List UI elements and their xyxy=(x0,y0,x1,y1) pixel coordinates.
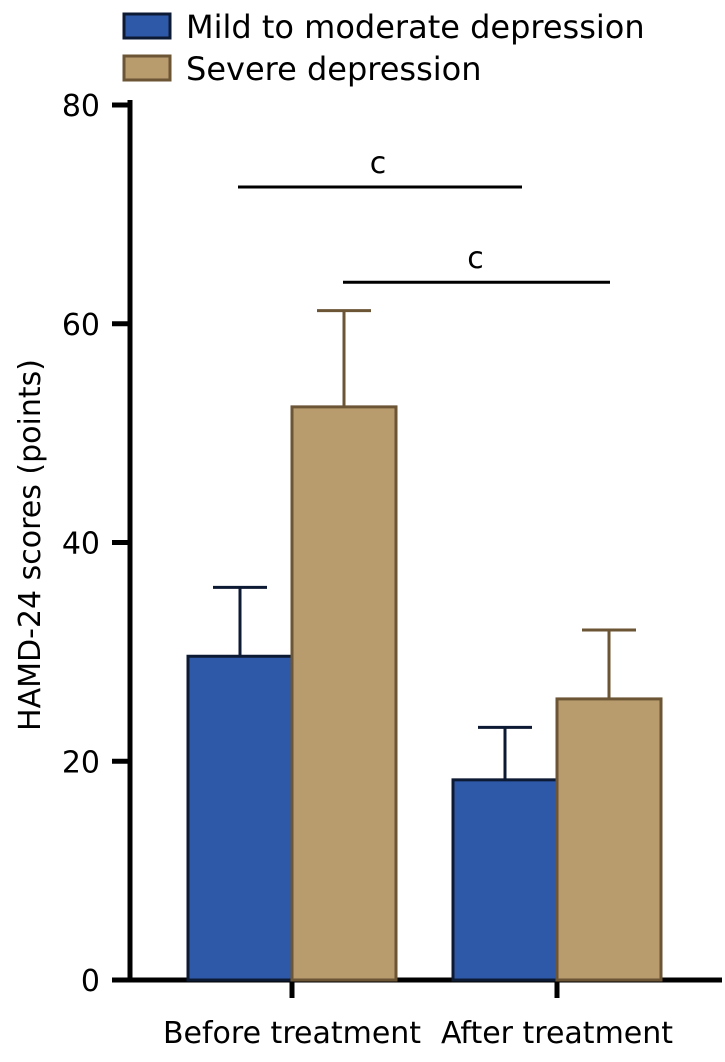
bars xyxy=(186,309,663,982)
x-tick-label: After treatment xyxy=(441,1016,673,1051)
significance-label: c xyxy=(370,146,387,181)
x-tick-label: Before treatment xyxy=(163,1016,421,1051)
legend: Mild to moderate depression Severe depres… xyxy=(122,8,645,88)
y-tick-label: 60 xyxy=(62,308,100,343)
y-tick-label: 80 xyxy=(62,89,100,124)
bar xyxy=(451,778,559,982)
legend-swatch xyxy=(122,54,172,82)
bar xyxy=(290,405,398,982)
bar xyxy=(186,654,294,982)
legend-swatch xyxy=(122,12,172,40)
significance-label: c xyxy=(467,241,484,276)
y-tick-label: 0 xyxy=(81,964,100,999)
y-axis-title: HAMD-24 scores (points) xyxy=(13,359,48,731)
legend-label: Mild to moderate depression xyxy=(186,8,645,46)
bar xyxy=(555,697,663,982)
significance-markers: cc xyxy=(238,146,610,284)
y-tick-label: 20 xyxy=(62,745,100,780)
legend-label: Severe depression xyxy=(186,50,481,88)
axes: 0 20 40 60 80 Before treatment After treatment xyxy=(62,89,722,1051)
y-tick-label: 40 xyxy=(62,527,100,562)
